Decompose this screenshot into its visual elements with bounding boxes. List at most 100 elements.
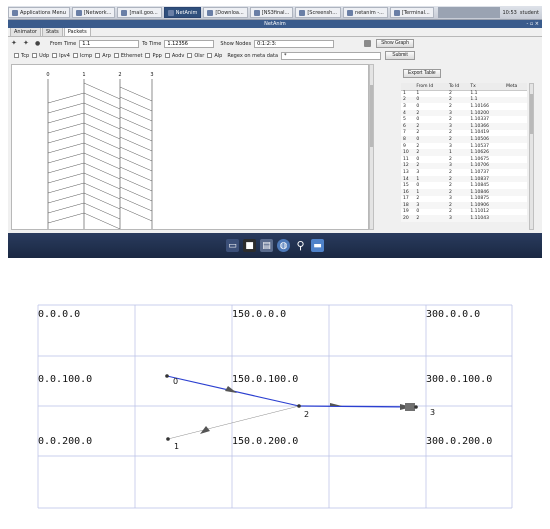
taskbar-netanim-folder[interactable]: netanim -...: [343, 7, 388, 18]
user-name[interactable]: student: [519, 9, 539, 16]
olsr-checkbox[interactable]: [187, 53, 193, 58]
column-header[interactable]: From Id: [414, 83, 447, 91]
packet-line[interactable]: [83, 162, 121, 180]
table-row[interactable]: 7 2 2 1.10419: [401, 130, 527, 137]
taskbar-network[interactable]: [Network...: [71, 7, 116, 18]
table-row[interactable]: 14 1 2 1.10837: [401, 175, 527, 183]
arp-checkbox[interactable]: [95, 53, 101, 58]
packet-line[interactable]: [83, 122, 121, 140]
packet-line[interactable]: [119, 146, 153, 162]
packet-line[interactable]: [83, 112, 121, 130]
table-row[interactable]: 13 3 2 1.10737: [401, 169, 527, 176]
table-row[interactable]: 12 2 3 1.10706: [401, 162, 527, 170]
table-row[interactable]: 15 0 2 1.10845: [401, 182, 527, 189]
workspace-switcher[interactable]: [437, 7, 501, 18]
plot-scroll-thumb[interactable]: [370, 85, 373, 147]
packet-timeline-plot[interactable]: 0 1 2 3: [11, 64, 369, 230]
table-row[interactable]: 4 2 3 1.10200: [401, 109, 527, 117]
search-icon[interactable]: ⚲: [296, 239, 305, 252]
table-row[interactable]: 10 2 1 1.10626: [401, 149, 527, 156]
packet-line[interactable]: [119, 96, 153, 112]
show-nodes-input[interactable]: [254, 39, 335, 48]
packet-line[interactable]: [47, 202, 85, 214]
table-row[interactable]: 19 0 2 1.11012: [401, 209, 527, 216]
table-row[interactable]: 16 1 2 1.10846: [401, 188, 527, 196]
packet-line[interactable]: [47, 142, 85, 154]
show-graph-button[interactable]: Show Graph: [376, 39, 414, 48]
packet-line[interactable]: [83, 182, 121, 200]
browser-icon[interactable]: ◍: [277, 239, 290, 252]
packet-line[interactable]: [47, 182, 85, 194]
taskbar-ns3final[interactable]: [NS3final...: [249, 7, 294, 18]
table-scroll-thumb[interactable]: [530, 94, 533, 134]
packet-line[interactable]: [119, 136, 153, 152]
column-header[interactable]: Tx: [468, 83, 505, 91]
packet-line[interactable]: [83, 142, 121, 160]
regex-input[interactable]: [281, 51, 382, 60]
packet-line[interactable]: [47, 192, 85, 204]
packet-line[interactable]: [47, 162, 85, 174]
packet-line[interactable]: [83, 132, 121, 150]
table-row[interactable]: 20 2 3 1.11043: [401, 215, 527, 222]
packet-line[interactable]: [47, 212, 85, 224]
packet-line[interactable]: [47, 102, 85, 114]
submit-button[interactable]: Submit: [385, 51, 416, 60]
column-header[interactable]: [401, 83, 415, 91]
packet-line[interactable]: [119, 116, 153, 132]
packet-line[interactable]: [47, 152, 85, 164]
packet-line[interactable]: [119, 196, 153, 212]
ppp-checkbox[interactable]: [145, 53, 151, 58]
packet-line[interactable]: [119, 86, 153, 102]
packet-line[interactable]: [119, 156, 153, 172]
aodv-checkbox[interactable]: [164, 53, 170, 58]
packet-line[interactable]: [119, 186, 153, 202]
taskbar-terminal[interactable]: [Terminal...: [389, 7, 434, 18]
table-row[interactable]: 2 0 2 1.1: [401, 96, 527, 104]
column-header[interactable]: To Id: [446, 83, 469, 91]
tab-stats[interactable]: Stats: [42, 27, 63, 36]
folder-icon[interactable]: ▬: [311, 239, 324, 252]
node-1[interactable]: [166, 437, 170, 441]
packet-line[interactable]: [119, 106, 153, 122]
tab-packets[interactable]: Packets: [63, 27, 91, 36]
packet-line[interactable]: [119, 206, 153, 222]
packet-line[interactable]: [83, 212, 121, 230]
packet-line[interactable]: [119, 176, 153, 192]
packet-line[interactable]: [83, 172, 121, 190]
from-time-input[interactable]: [79, 39, 140, 48]
zoom-out-icon[interactable]: ✦: [23, 39, 29, 47]
plot-scrollbar[interactable]: [369, 64, 374, 230]
packet-line[interactable]: [83, 92, 121, 110]
table-row[interactable]: 6 2 3 1.10366: [401, 122, 527, 130]
to-time-input[interactable]: [164, 39, 215, 48]
window-titlebar[interactable]: NetAnim - ▫ ×: [8, 20, 542, 28]
table-row[interactable]: 11 0 2 1.10675: [401, 156, 527, 163]
table-row[interactable]: 18 3 2 1.10906: [401, 202, 527, 209]
zoom-in-icon[interactable]: ✦: [11, 39, 17, 47]
p2p-link[interactable]: [298, 405, 417, 408]
table-row[interactable]: 5 0 2 1.10337: [401, 116, 527, 123]
node-2[interactable]: [297, 404, 301, 408]
packet-line[interactable]: [119, 166, 153, 182]
table-row[interactable]: 3 0 2 1.10166: [401, 103, 527, 110]
ethernet-checkbox[interactable]: [113, 53, 119, 58]
packet-line[interactable]: [47, 92, 85, 104]
radio-icon[interactable]: ●: [35, 40, 41, 47]
node-3[interactable]: [414, 405, 418, 409]
table-scrollbar[interactable]: [529, 83, 534, 230]
table-row[interactable]: 9 2 3 1.10537: [401, 143, 527, 150]
packet-line[interactable]: [83, 102, 121, 120]
window-controls[interactable]: - ▫ ×: [526, 21, 539, 27]
taskbar-netanim[interactable]: NetAnim: [163, 7, 202, 18]
tcp-checkbox[interactable]: [14, 53, 19, 58]
packet-line[interactable]: [83, 202, 121, 220]
table-row[interactable]: 1 1 2 1.1: [401, 90, 527, 97]
taskbar-downloads[interactable]: [Downloa...: [203, 7, 248, 18]
terminal-icon[interactable]: ▭: [226, 239, 239, 252]
table-row[interactable]: 8 0 2 1.10506: [401, 136, 527, 143]
files-icon[interactable]: ▤: [260, 239, 273, 252]
node-0[interactable]: [165, 374, 169, 378]
table-row[interactable]: 17 2 3 1.10875: [401, 196, 527, 203]
packet-line[interactable]: [47, 132, 85, 144]
udp-checkbox[interactable]: [32, 53, 38, 58]
